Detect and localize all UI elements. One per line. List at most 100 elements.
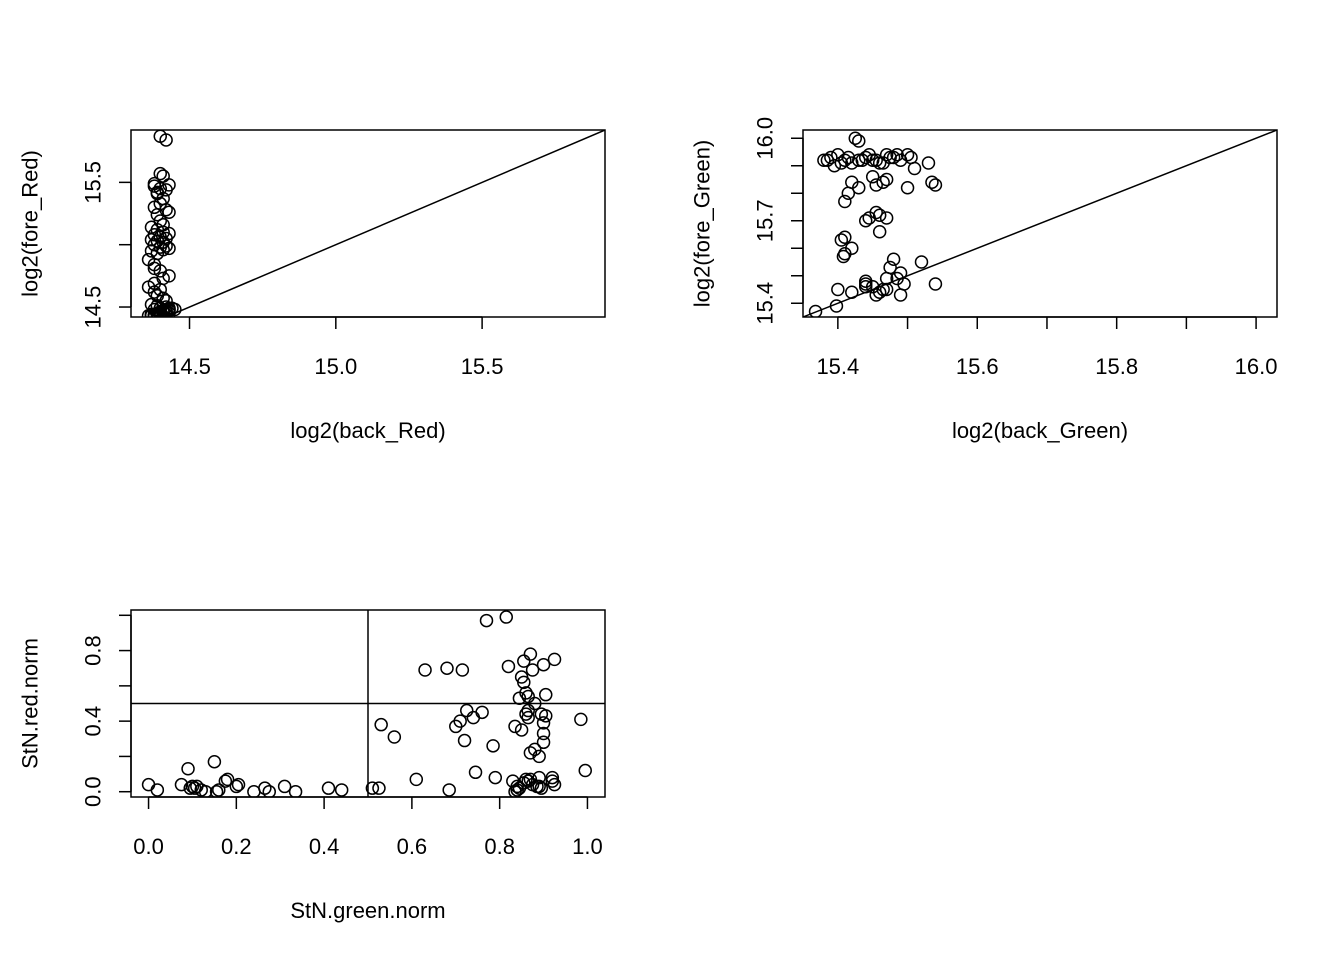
y-tick-label: 0.8 <box>81 635 106 666</box>
data-point <box>521 774 535 788</box>
data-point <box>534 781 549 795</box>
data-point <box>536 716 551 730</box>
data-point <box>869 153 883 167</box>
data-point <box>865 170 880 184</box>
data-point <box>457 733 472 748</box>
data-point <box>147 309 162 317</box>
data-point <box>519 686 533 700</box>
data-point <box>277 779 292 794</box>
data-point <box>879 172 894 187</box>
data-point <box>262 784 276 797</box>
data-point <box>841 150 856 165</box>
data-point <box>545 770 560 785</box>
data-point <box>153 282 168 297</box>
data-point <box>207 754 222 769</box>
points-group <box>141 610 592 797</box>
data-point <box>872 156 887 170</box>
data-point <box>523 647 538 661</box>
data-point <box>536 735 551 750</box>
data-point <box>523 746 538 760</box>
data-point <box>883 150 897 165</box>
data-point <box>220 772 235 787</box>
data-point <box>521 689 535 704</box>
data-point <box>519 707 533 721</box>
data-point <box>156 169 170 183</box>
x-tick-label: 15.8 <box>1095 354 1138 379</box>
data-point <box>460 703 474 718</box>
data-point <box>574 712 588 727</box>
data-point <box>890 148 904 162</box>
data-point <box>150 311 164 317</box>
data-point <box>475 705 489 720</box>
data-point <box>334 783 349 797</box>
data-point <box>198 784 213 797</box>
x-tick-label: 15.6 <box>956 354 999 379</box>
data-point <box>869 288 883 302</box>
data-point <box>499 610 513 624</box>
data-point <box>453 714 467 728</box>
data-point <box>808 304 823 317</box>
data-point <box>144 244 159 258</box>
data-point <box>879 211 894 225</box>
data-point <box>147 176 162 191</box>
data-point <box>848 131 863 145</box>
y-tick-label: 15.4 <box>753 282 778 325</box>
data-point <box>869 178 883 192</box>
data-point <box>824 150 838 165</box>
x-tick-label: 15.4 <box>816 354 859 379</box>
x-tick-label: 16.0 <box>1235 354 1278 379</box>
data-point <box>517 675 531 690</box>
data-point <box>229 779 244 794</box>
x-tick-label: 0.4 <box>309 834 340 859</box>
data-point <box>879 148 894 162</box>
data-point <box>442 783 456 797</box>
data-point <box>852 181 866 195</box>
data-point <box>914 255 929 269</box>
chart-panel-3: 0.0 0.2 0.4 0.6 0.8 1.0 0.0 0.4 0.8 StN.green.nor… <box>18 609 606 923</box>
data-point <box>886 252 901 266</box>
x-tick-label: 1.0 <box>572 834 603 859</box>
data-point <box>147 310 162 317</box>
data-point <box>921 156 936 170</box>
data-point <box>879 282 894 297</box>
data-point <box>539 709 553 723</box>
data-point <box>247 784 261 797</box>
data-point <box>409 772 424 787</box>
data-point <box>872 285 887 299</box>
data-point <box>156 310 170 317</box>
data-point <box>904 150 918 165</box>
data-point <box>525 663 540 677</box>
data-point <box>218 774 233 788</box>
data-point <box>159 183 173 197</box>
data-point <box>150 306 165 317</box>
x-tick-label: 0.0 <box>133 834 164 859</box>
data-point <box>838 194 852 209</box>
data-point <box>288 784 303 797</box>
data-point <box>372 781 386 795</box>
x-tick-label: 15.5 <box>461 354 504 379</box>
y-tick-label: 0.0 <box>81 776 106 807</box>
chart-panel-1: 14.5 15.0 15.5 14.5 15.5 log2(back_Red) log2(f… <box>18 129 606 443</box>
y-tick-label: 16.0 <box>753 117 778 160</box>
data-point <box>231 777 246 792</box>
x-tick-label: 14.5 <box>168 354 211 379</box>
data-point <box>928 277 943 291</box>
data-point <box>521 703 535 718</box>
data-point <box>514 723 529 737</box>
y-tick-label: 15.5 <box>81 161 106 204</box>
data-point <box>321 781 336 795</box>
plot-frame <box>130 129 606 318</box>
y-axis-label: log2(fore_Red) <box>18 150 43 297</box>
data-point <box>418 663 432 677</box>
data-point <box>510 779 524 794</box>
data-point <box>869 205 883 220</box>
y-tick-label: 15.7 <box>753 199 778 242</box>
data-point <box>532 749 546 764</box>
x-axis-label: log2(back_Red) <box>290 418 445 443</box>
data-point <box>212 783 226 797</box>
points-group <box>141 130 182 317</box>
y-tick-label: 0.4 <box>81 706 106 737</box>
data-point <box>141 777 156 792</box>
